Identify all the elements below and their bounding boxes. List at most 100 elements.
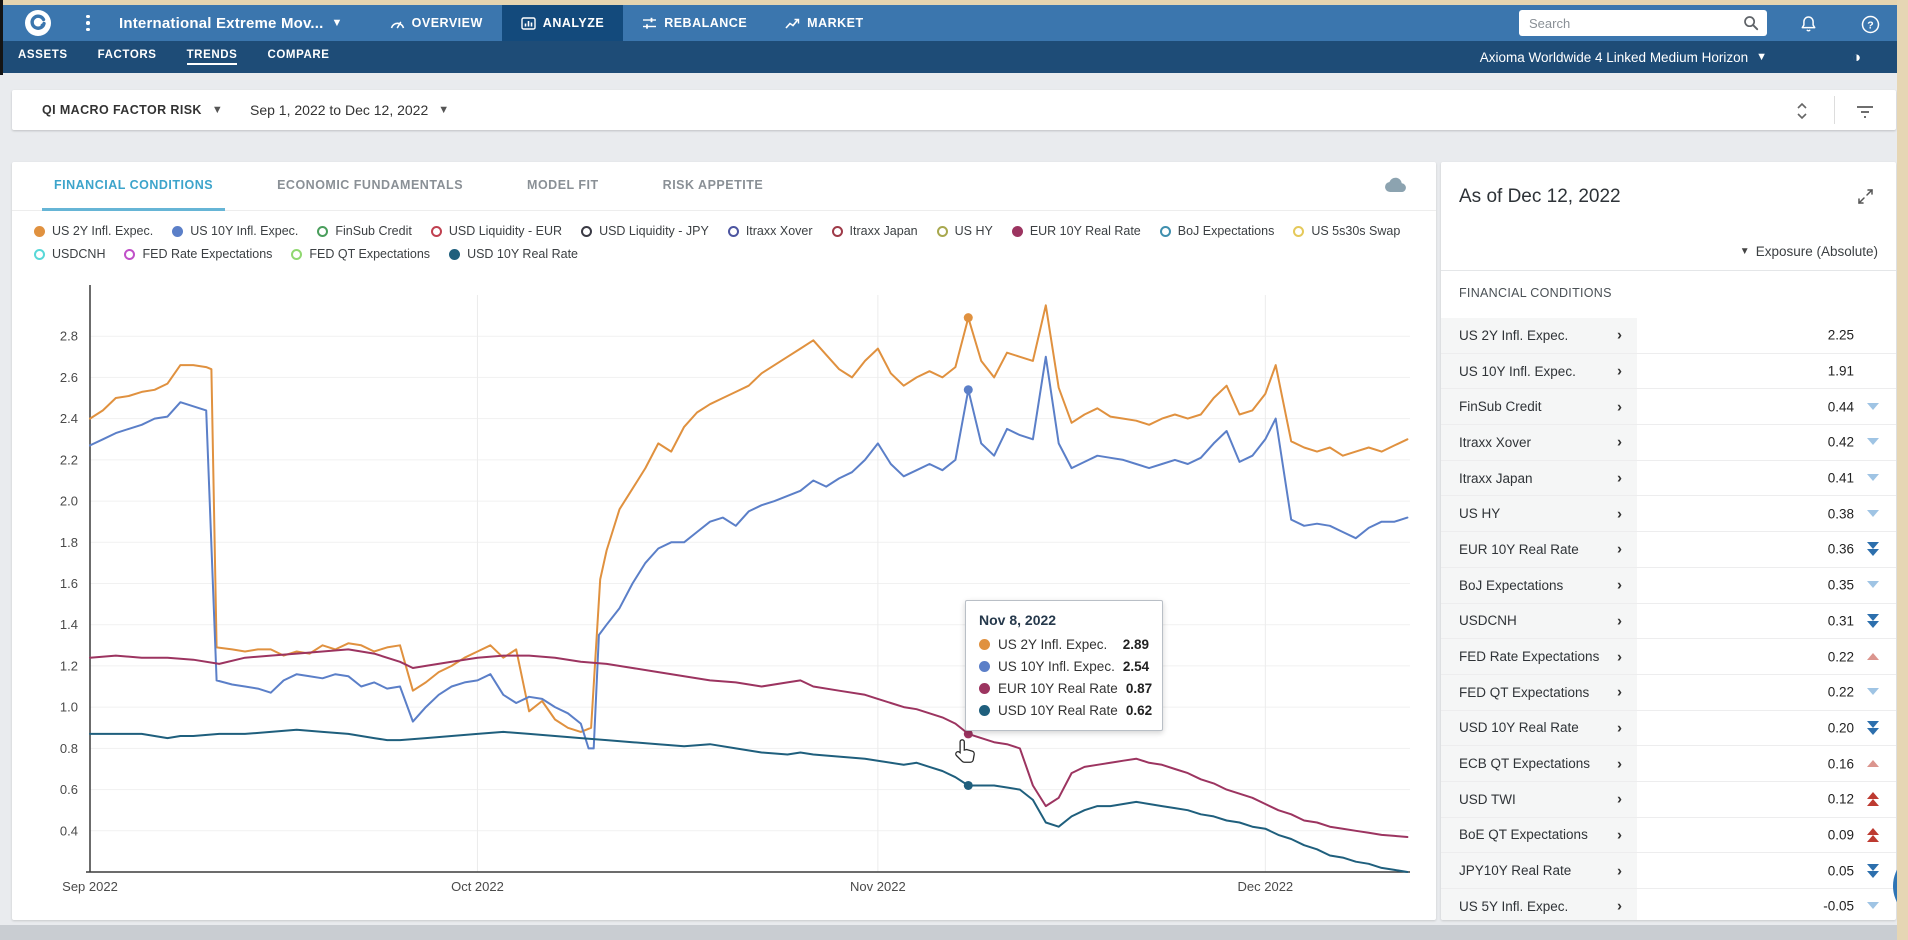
chevron-right-icon[interactable]: › bbox=[1617, 540, 1622, 558]
chevron-right-icon[interactable]: › bbox=[1617, 755, 1622, 773]
chevron-right-icon[interactable]: › bbox=[1617, 790, 1622, 808]
factor-row[interactable]: US HY › 0.38 bbox=[1441, 496, 1896, 533]
factor-name: EUR 10Y Real Rate bbox=[1459, 541, 1579, 557]
tab-overview[interactable]: OVERVIEW bbox=[371, 5, 502, 41]
legend-item[interactable]: FinSub Credit bbox=[317, 224, 412, 238]
display-mode-selector[interactable]: ▼ Exposure (Absolute) bbox=[1739, 244, 1878, 259]
factor-row[interactable]: Itraxx Xover › 0.42 bbox=[1441, 425, 1896, 461]
legend-item[interactable]: USD Liquidity - JPY bbox=[581, 224, 709, 238]
tab-financial-conditions[interactable]: FINANCIAL CONDITIONS bbox=[42, 162, 226, 211]
factor-name-cell: BoE QT Expectations › bbox=[1441, 817, 1637, 853]
legend-item[interactable]: Itraxx Xover bbox=[727, 224, 813, 238]
portfolio-name: International Extreme Mov... bbox=[119, 14, 324, 32]
tab-model-fit[interactable]: MODEL FIT bbox=[527, 177, 599, 192]
factor-row[interactable]: EUR 10Y Real Rate › 0.36 bbox=[1441, 532, 1896, 568]
factor-name: ECB QT Expectations bbox=[1459, 756, 1591, 772]
download-button[interactable] bbox=[1384, 176, 1408, 198]
subnav-item-assets[interactable]: ASSETS bbox=[18, 49, 68, 61]
factor-name: US HY bbox=[1459, 506, 1501, 522]
legend-item[interactable]: USDCNH bbox=[34, 247, 105, 261]
date-range-selector[interactable]: Sep 1, 2022 to Dec 12, 2022 ▼ bbox=[250, 102, 450, 118]
subnav-item-compare[interactable]: COMPARE bbox=[267, 49, 330, 61]
legend-label: Itraxx Xover bbox=[745, 224, 813, 238]
factor-change bbox=[1863, 827, 1883, 843]
search-input[interactable] bbox=[1529, 15, 1743, 31]
search-icon[interactable] bbox=[1743, 15, 1759, 31]
factor-row[interactable]: US 5Y Infl. Expec. › -0.05 bbox=[1441, 889, 1896, 920]
filter-button[interactable] bbox=[1852, 99, 1878, 123]
legend-item[interactable]: BoJ Expectations bbox=[1159, 224, 1274, 238]
filter-bar: QI MACRO FACTOR RISK ▼ Sep 1, 2022 to De… bbox=[12, 90, 1896, 130]
factor-value: 0.09 bbox=[1827, 827, 1854, 843]
factor-row[interactable]: US 10Y Infl. Expec. › 1.91 bbox=[1441, 353, 1896, 390]
tab-risk-appetite[interactable]: RISK APPETITE bbox=[662, 177, 764, 192]
legend-item[interactable]: FED Rate Expectations bbox=[124, 247, 272, 261]
factor-row[interactable]: FinSub Credit › 0.44 bbox=[1441, 389, 1896, 426]
trend-chart-card: FINANCIAL CONDITIONS ECONOMIC FUNDAMENTA… bbox=[12, 162, 1436, 920]
chevron-right-icon[interactable]: › bbox=[1617, 469, 1622, 487]
expand-panel-button[interactable] bbox=[1857, 188, 1874, 210]
chevron-right-icon[interactable]: › bbox=[1617, 326, 1622, 344]
help-button[interactable]: ? bbox=[1859, 13, 1881, 35]
factor-row[interactable]: ECB QT Expectations › 0.16 bbox=[1441, 746, 1896, 782]
chevron-right-icon[interactable]: › bbox=[1617, 576, 1622, 594]
tab-economic-fundamentals[interactable]: ECONOMIC FUNDAMENTALS bbox=[277, 177, 464, 192]
tab-market[interactable]: MARKET bbox=[766, 5, 882, 41]
factor-name: USD TWI bbox=[1459, 791, 1516, 807]
legend-item[interactable]: Itraxx Japan bbox=[831, 224, 918, 238]
legend-item[interactable]: FED QT Expectations bbox=[291, 247, 430, 261]
chevron-right-icon[interactable]: › bbox=[1617, 719, 1622, 737]
chevron-right-icon[interactable]: › bbox=[1617, 648, 1622, 666]
tab-rebalance[interactable]: REBALANCE bbox=[623, 5, 766, 41]
legend-item[interactable]: USD Liquidity - EUR bbox=[430, 224, 562, 238]
subnav-item-factors[interactable]: FACTORS bbox=[97, 49, 157, 61]
factor-row[interactable]: FED QT Expectations › 0.22 bbox=[1441, 674, 1896, 711]
factor-row[interactable]: BoJ Expectations › 0.35 bbox=[1441, 567, 1896, 604]
chevron-right-icon[interactable]: › bbox=[1617, 398, 1622, 416]
up-double-arrow-icon bbox=[1867, 827, 1879, 842]
kebab-menu-icon[interactable] bbox=[79, 12, 97, 34]
risk-model-selector[interactable]: Axioma Worldwide 4 Linked Medium Horizon… bbox=[1480, 50, 1767, 65]
factor-row[interactable]: USD 10Y Real Rate › 0.20 bbox=[1441, 710, 1896, 747]
legend-item[interactable]: US 10Y Infl. Expec. bbox=[172, 224, 298, 238]
sort-toggle-button[interactable] bbox=[1790, 99, 1814, 123]
chevron-right-icon[interactable]: › bbox=[1617, 505, 1622, 523]
app-logo-icon[interactable] bbox=[25, 10, 51, 36]
chevron-right-icon[interactable]: › bbox=[1617, 897, 1622, 915]
tooltip-series-label: US 2Y Infl. Expec. bbox=[998, 637, 1108, 652]
metric-selector[interactable]: QI MACRO FACTOR RISK ▼ bbox=[42, 103, 224, 117]
chevron-right-icon[interactable]: › bbox=[1617, 862, 1622, 880]
legend-item[interactable]: US 2Y Infl. Expec. bbox=[34, 224, 153, 238]
factor-change bbox=[1863, 687, 1883, 697]
factor-row[interactable]: BoE QT Expectations › 0.09 bbox=[1441, 817, 1896, 854]
chevron-right-icon[interactable]: › bbox=[1617, 362, 1622, 380]
chevron-right-icon[interactable]: › bbox=[1617, 826, 1622, 844]
legend-item[interactable]: USD 10Y Real Rate bbox=[449, 247, 578, 261]
factor-change bbox=[1863, 402, 1883, 412]
factor-row[interactable]: US 2Y Infl. Expec. › 2.25 bbox=[1441, 318, 1896, 354]
factor-row[interactable]: Itraxx Japan › 0.41 bbox=[1441, 460, 1896, 497]
svg-text:1.8: 1.8 bbox=[60, 535, 78, 550]
theme-contrast-icon[interactable]: ◑ bbox=[1851, 48, 1861, 66]
subnav-item-trends[interactable]: TRENDS bbox=[186, 49, 238, 65]
legend-item[interactable]: US HY bbox=[936, 224, 993, 238]
trend-chart[interactable]: 0.4 0.6 0.8 1.0 1.2 1.4 1.6 1.8 2.0 2.2 2.4 2.6 2.8 S… bbox=[12, 162, 1436, 920]
portfolio-selector[interactable]: International Extreme Mov... ▼ bbox=[119, 15, 343, 32]
legend-item[interactable]: US 5s30s Swap bbox=[1293, 224, 1400, 238]
factor-name: BoE QT Expectations bbox=[1459, 827, 1588, 843]
factor-value: 0.35 bbox=[1827, 577, 1854, 593]
legend-item[interactable]: EUR 10Y Real Rate bbox=[1011, 224, 1141, 238]
chevron-right-icon[interactable]: › bbox=[1617, 433, 1622, 451]
factor-row[interactable]: JPY10Y Real Rate › 0.05 bbox=[1441, 853, 1896, 889]
tab-analyze[interactable]: ANALYZE bbox=[501, 5, 624, 41]
factor-change bbox=[1863, 613, 1883, 629]
chevron-right-icon[interactable]: › bbox=[1617, 612, 1622, 630]
factor-row[interactable]: FED Rate Expectations › 0.22 bbox=[1441, 639, 1896, 675]
factor-value: 0.05 bbox=[1827, 863, 1854, 879]
tooltip-row: US 10Y Infl. Expec. 2.54 bbox=[979, 659, 1149, 674]
factor-row[interactable]: USD TWI › 0.12 bbox=[1441, 781, 1896, 818]
notifications-button[interactable] bbox=[1797, 13, 1819, 35]
factor-row[interactable]: USDCNH › 0.31 bbox=[1441, 603, 1896, 640]
chevron-down-icon: ▼ bbox=[1756, 50, 1767, 63]
chevron-right-icon[interactable]: › bbox=[1617, 683, 1622, 701]
